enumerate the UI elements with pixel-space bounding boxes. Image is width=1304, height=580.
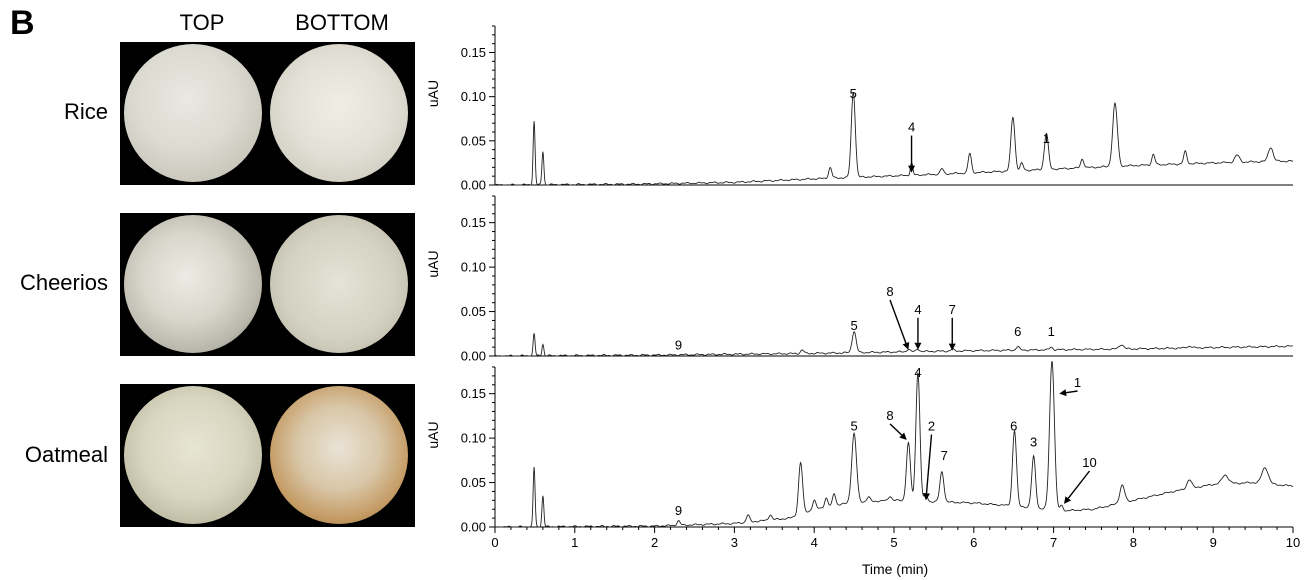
- column-header-top: TOP: [179, 10, 225, 35]
- x-tick-label: 6: [970, 535, 977, 550]
- peak-label: 1: [1074, 375, 1081, 390]
- peak-label: 1: [1043, 131, 1050, 146]
- peak-arrowhead: [899, 432, 907, 440]
- peak-label: 6: [1014, 324, 1021, 339]
- x-tick-label: 4: [811, 535, 818, 550]
- peak-arrowhead: [908, 165, 916, 173]
- y-tick-label: 0.05: [461, 475, 486, 490]
- row-label-oatmeal: Oatmeal: [24, 442, 108, 467]
- row-label-cheerios: Cheerios: [19, 270, 108, 295]
- peak-label: 5: [850, 318, 857, 333]
- y-tick-label: 0.10: [461, 89, 486, 104]
- peak-label: 2: [928, 419, 935, 434]
- peak-arrow: [925, 434, 933, 494]
- photo-rice: [120, 42, 415, 185]
- peak-arrowhead: [914, 342, 922, 350]
- x-tick-label: 2: [651, 535, 658, 550]
- trace-cheerios: [494, 331, 1293, 357]
- dish-rice-bottom: [270, 44, 408, 182]
- x-tick-label: 3: [731, 535, 738, 550]
- dish-cheerios-top: [124, 215, 262, 353]
- panel-cheerios: 0.00 0.05 0.10 0.15 uAU 9 5 8 4 7 6 1: [425, 195, 1293, 364]
- y-tick-label: 0.00: [461, 520, 486, 535]
- y-tick-label: 0.10: [461, 431, 486, 446]
- trace-rice: [494, 92, 1293, 186]
- x-tick-label: 1: [571, 535, 578, 550]
- peak-arrowhead: [923, 493, 930, 501]
- peak-arrow: [1067, 470, 1091, 499]
- row-label-rice: Rice: [63, 99, 108, 124]
- x-tick-label: 0: [491, 535, 498, 550]
- peak-arrowhead: [948, 343, 956, 351]
- x-tick-label: 9: [1210, 535, 1217, 550]
- peak-arrow: [889, 423, 903, 436]
- peak-label: 10: [1082, 455, 1096, 470]
- column-header-bottom: BOTTOM: [295, 10, 389, 35]
- y-tick-label: 0.15: [461, 386, 486, 401]
- peak-label: 6: [1010, 419, 1017, 434]
- x-tick-label: 5: [890, 535, 897, 550]
- y-tick-label: 0.05: [461, 304, 486, 319]
- peak-label: 9: [675, 503, 682, 518]
- x-axis-label: Time (min): [862, 561, 928, 577]
- peak-label: 8: [886, 408, 893, 423]
- y-tick-label: 0.10: [461, 260, 486, 275]
- x-tick-label: 8: [1130, 535, 1137, 550]
- peak-arrowhead: [1063, 496, 1072, 504]
- y-tick-label: 0.15: [461, 45, 486, 60]
- peak-label: 8: [886, 284, 893, 299]
- y-tick-label: 0.00: [461, 178, 486, 193]
- photo-oatmeal: [120, 384, 415, 527]
- peak-label: 4: [908, 120, 915, 135]
- x-tick-label: 7: [1050, 535, 1057, 550]
- peak-label: 9: [675, 337, 682, 352]
- peak-label: 5: [850, 86, 857, 101]
- panel-oatmeal: 0.00 0.05 0.10 0.15 uAU 9 5 8 4 27 63 1 10: [425, 361, 1294, 535]
- peak-label: 7: [949, 302, 956, 317]
- dish-oatmeal-top: [124, 386, 262, 524]
- y-axis-label: uAU: [425, 421, 441, 448]
- x-tick-label: 10: [1286, 535, 1300, 550]
- y-axis-label: uAU: [425, 250, 441, 277]
- peak-arrow: [1066, 390, 1078, 394]
- peak-arrow: [889, 299, 907, 344]
- y-tick-label: 0.05: [461, 133, 486, 148]
- photo-cheerios: [120, 213, 415, 356]
- panel-letter: B: [10, 4, 35, 42]
- y-axis-label: uAU: [425, 80, 441, 107]
- peak-label: 1: [1048, 324, 1055, 339]
- dish-oatmeal-bottom: [270, 386, 408, 524]
- panel-rice: 0.00 0.05 0.10 0.15 uAU 5 4 1: [425, 25, 1293, 193]
- peak-arrowhead: [902, 341, 910, 350]
- peak-label: 4: [914, 302, 921, 317]
- y-tick-label: 0.00: [461, 349, 486, 364]
- peak-label: 5: [850, 419, 857, 434]
- y-tick-label: 0.15: [461, 215, 486, 230]
- dish-cheerios-bottom: [270, 215, 408, 353]
- dish-rice-top: [124, 44, 262, 182]
- peak-label: 3: [1030, 435, 1037, 450]
- peak-arrowhead: [1059, 389, 1067, 397]
- trace-oatmeal: [494, 361, 1294, 528]
- peak-label: 7: [941, 448, 948, 463]
- peak-label: 4: [914, 365, 921, 380]
